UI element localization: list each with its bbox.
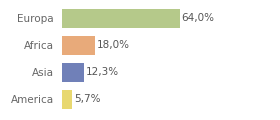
- Text: 18,0%: 18,0%: [97, 40, 130, 50]
- Bar: [62, 9, 180, 28]
- Text: 12,3%: 12,3%: [86, 67, 119, 77]
- Text: 64,0%: 64,0%: [181, 13, 214, 23]
- Bar: [62, 36, 95, 55]
- Bar: [62, 63, 84, 82]
- Text: 5,7%: 5,7%: [74, 94, 101, 104]
- Bar: [62, 90, 72, 109]
